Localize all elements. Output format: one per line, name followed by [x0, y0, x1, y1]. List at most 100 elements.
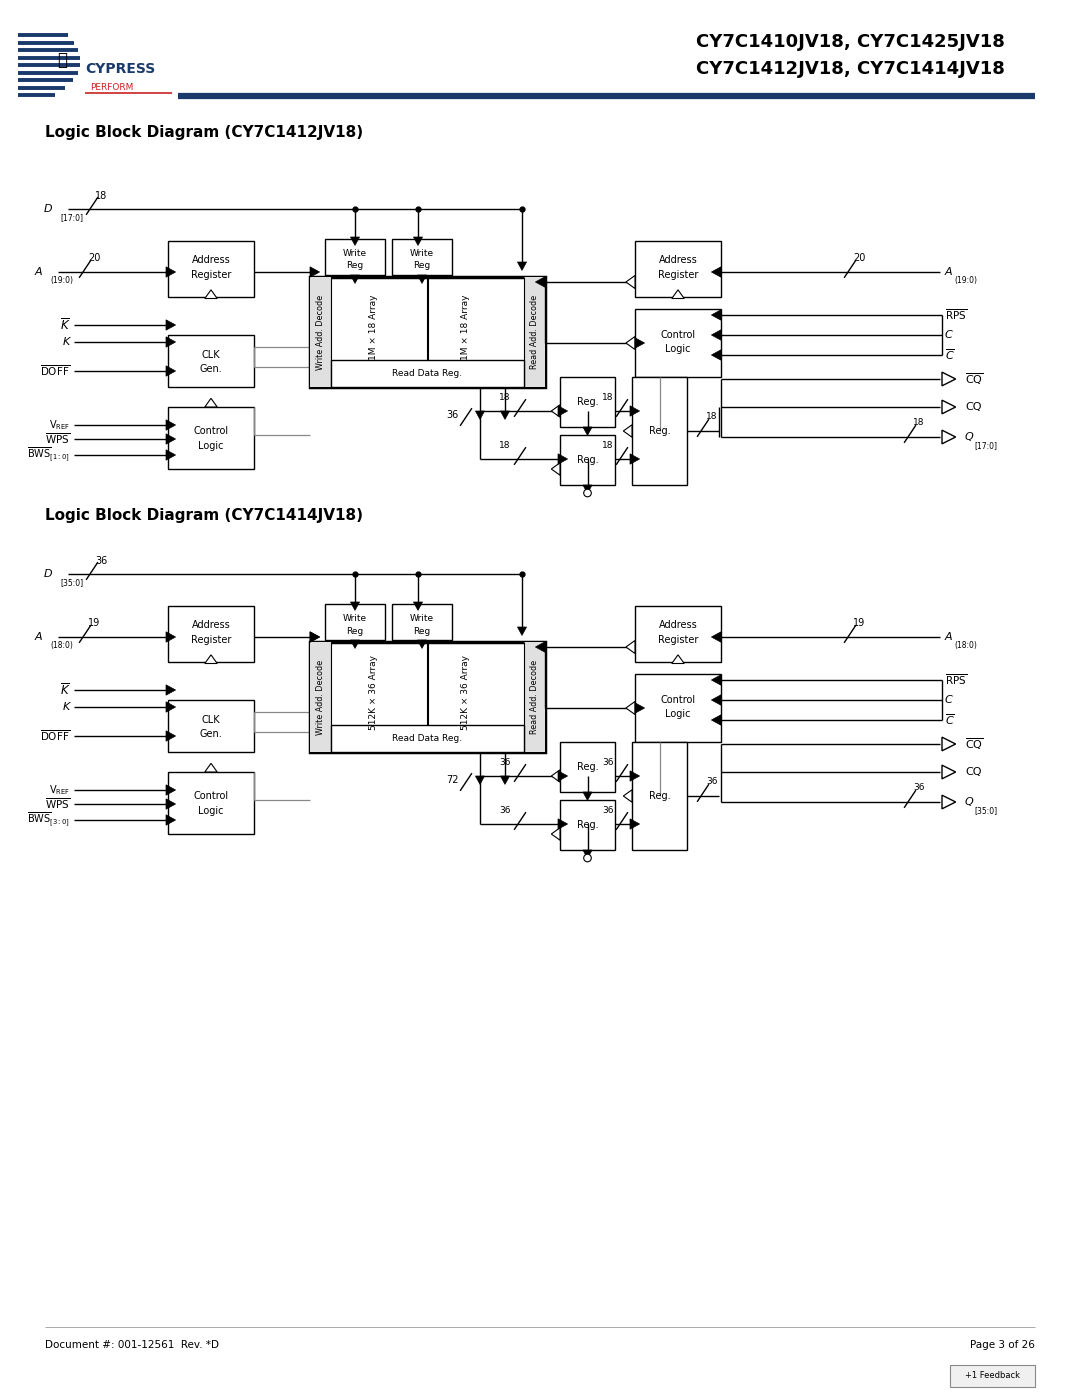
Polygon shape: [712, 715, 721, 725]
Polygon shape: [583, 849, 592, 858]
Bar: [632, 742, 687, 849]
Text: 36: 36: [499, 759, 511, 767]
Polygon shape: [623, 789, 632, 802]
Text: Address: Address: [191, 256, 230, 265]
Text: Control: Control: [661, 694, 696, 705]
Bar: [950, 1365, 1035, 1387]
Polygon shape: [166, 701, 176, 712]
Text: $\overline{\mathrm{WPS}}$: $\overline{\mathrm{WPS}}$: [45, 432, 70, 447]
Text: 20: 20: [87, 253, 100, 263]
Polygon shape: [712, 330, 721, 341]
Bar: [392, 604, 453, 640]
Circle shape: [583, 854, 592, 862]
Text: Write: Write: [343, 613, 367, 623]
Text: Register: Register: [658, 636, 698, 645]
Polygon shape: [626, 640, 635, 654]
Polygon shape: [166, 685, 176, 696]
Polygon shape: [166, 799, 176, 809]
Text: Reg: Reg: [347, 261, 364, 271]
Polygon shape: [558, 819, 568, 830]
Polygon shape: [712, 631, 721, 643]
Text: Register: Register: [658, 270, 698, 279]
Text: $\overline{K}$: $\overline{K}$: [59, 682, 70, 697]
Text: A: A: [945, 631, 953, 643]
Text: 18: 18: [603, 441, 613, 450]
Polygon shape: [583, 427, 592, 436]
Text: V$_{\mathrm{REF}}$: V$_{\mathrm{REF}}$: [49, 784, 70, 796]
Polygon shape: [942, 795, 956, 809]
Text: $\overline{\mathrm{RPS}}$: $\overline{\mathrm{RPS}}$: [945, 307, 967, 323]
Text: Read Data Reg.: Read Data Reg.: [392, 733, 462, 743]
Text: $\overline{\mathrm{BWS}}_{[3:0]}$: $\overline{\mathrm{BWS}}_{[3:0]}$: [27, 810, 70, 830]
Polygon shape: [630, 819, 639, 830]
Text: 18: 18: [499, 393, 511, 402]
Polygon shape: [558, 771, 568, 781]
Polygon shape: [166, 785, 176, 795]
Text: Reg: Reg: [347, 626, 364, 636]
Text: 18: 18: [603, 393, 613, 402]
Bar: [168, 242, 254, 298]
Text: 20: 20: [853, 253, 865, 263]
Text: PERFORM: PERFORM: [90, 82, 133, 91]
Text: D: D: [43, 204, 52, 214]
Text: Address: Address: [659, 256, 698, 265]
Text: Control: Control: [661, 330, 696, 339]
Text: 1M × 18 Array: 1M × 18 Array: [368, 295, 378, 360]
Text: Write: Write: [410, 249, 434, 257]
Text: 18: 18: [913, 418, 924, 427]
Text: (19:0): (19:0): [954, 277, 977, 285]
Polygon shape: [630, 454, 639, 464]
Text: Write: Write: [343, 249, 367, 257]
Polygon shape: [350, 237, 360, 246]
Text: (19:0): (19:0): [50, 277, 73, 285]
Polygon shape: [166, 320, 176, 330]
Polygon shape: [942, 400, 956, 414]
Text: $\overline{\mathrm{BWS}}_{[1:0]}$: $\overline{\mathrm{BWS}}_{[1:0]}$: [27, 446, 70, 464]
Bar: [168, 335, 254, 387]
Polygon shape: [551, 462, 561, 475]
Polygon shape: [475, 411, 485, 419]
Text: V$_{\mathrm{REF}}$: V$_{\mathrm{REF}}$: [49, 418, 70, 432]
Polygon shape: [626, 275, 635, 289]
Text: Write Add. Decode: Write Add. Decode: [316, 659, 325, 735]
Text: $\overline{\mathrm{DOFF}}$: $\overline{\mathrm{DOFF}}$: [40, 729, 70, 743]
Polygon shape: [635, 338, 645, 348]
Polygon shape: [205, 398, 217, 407]
Polygon shape: [166, 337, 176, 348]
Bar: [310, 643, 545, 752]
Bar: [524, 277, 545, 387]
Text: CLK: CLK: [202, 351, 220, 360]
Bar: [635, 242, 721, 298]
Text: 19: 19: [853, 617, 865, 629]
Polygon shape: [475, 775, 485, 784]
Polygon shape: [166, 631, 176, 643]
Text: Logic: Logic: [199, 441, 224, 451]
Polygon shape: [418, 640, 427, 648]
Text: Q: Q: [966, 432, 974, 441]
Text: Document #: 001-12561  Rev. *D: Document #: 001-12561 Rev. *D: [45, 1340, 219, 1350]
Polygon shape: [712, 675, 721, 685]
Polygon shape: [712, 267, 721, 277]
Polygon shape: [551, 770, 561, 782]
Polygon shape: [536, 641, 545, 652]
Text: 36: 36: [499, 806, 511, 814]
Bar: [392, 239, 453, 275]
Polygon shape: [166, 420, 176, 430]
Polygon shape: [350, 602, 360, 610]
Text: [17:0]: [17:0]: [60, 212, 83, 222]
Polygon shape: [712, 694, 721, 705]
Text: CY7C1410JV18, CY7C1425JV18: CY7C1410JV18, CY7C1425JV18: [697, 34, 1005, 52]
Bar: [561, 800, 615, 849]
Polygon shape: [942, 766, 956, 778]
Text: 1M × 18 Array: 1M × 18 Array: [460, 295, 470, 360]
Text: Reg: Reg: [414, 626, 431, 636]
Bar: [325, 239, 384, 275]
Text: CY7C1412JV18, CY7C1414JV18: CY7C1412JV18, CY7C1414JV18: [697, 60, 1005, 78]
Text: Reg.: Reg.: [649, 791, 671, 800]
Polygon shape: [166, 366, 176, 376]
Bar: [330, 725, 524, 752]
Polygon shape: [310, 267, 320, 277]
Text: Logic: Logic: [665, 710, 691, 719]
Text: Q: Q: [966, 798, 974, 807]
Polygon shape: [558, 405, 568, 416]
